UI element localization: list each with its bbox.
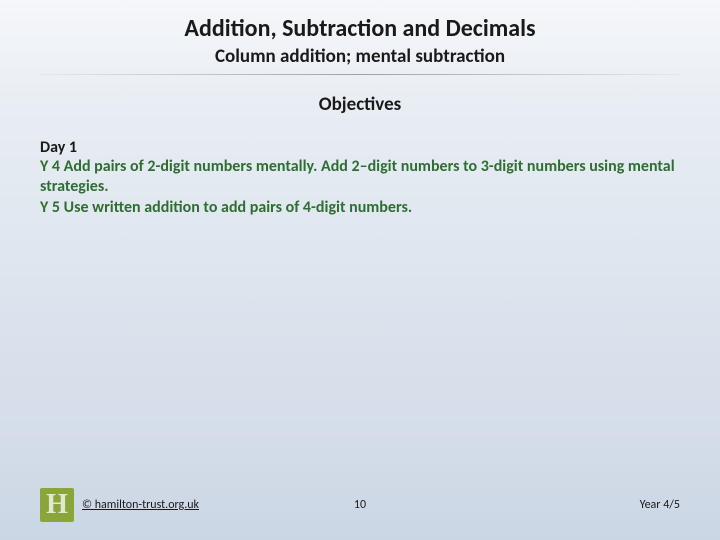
copyright-link[interactable]: © hamilton-trust.org.uk [82,498,199,512]
logo-icon: H [40,488,74,522]
day-label: Day 1 [40,138,680,157]
objective-y4-text: Add pairs of 2-digit numbers mentally. A… [40,157,675,196]
page-subtitle: Column addition; mental subtraction [0,45,720,68]
objective-y4-prefix: Y 4 [40,157,64,176]
objectives-heading: Objectives [0,93,720,116]
divider [40,74,680,75]
footer: H © hamilton-trust.org.uk 10 Year 4/5 [0,488,720,522]
logo-letter: H [46,491,68,519]
year-label: Year 4/5 [640,498,680,512]
page-number: 10 [354,498,366,512]
objective-y5-text: Use written addition to add pairs of 4-d… [64,198,412,217]
objective-y5-prefix: Y 5 [40,198,64,217]
objective-y5: Y 5 Use written addition to add pairs of… [40,198,680,218]
content-block: Day 1 Y 4 Add pairs of 2-digit numbers m… [40,138,680,218]
page-title: Addition, Subtraction and Decimals [0,0,720,43]
footer-left: H © hamilton-trust.org.uk [40,488,199,522]
objective-y4: Y 4 Add pairs of 2-digit numbers mentall… [40,157,680,198]
